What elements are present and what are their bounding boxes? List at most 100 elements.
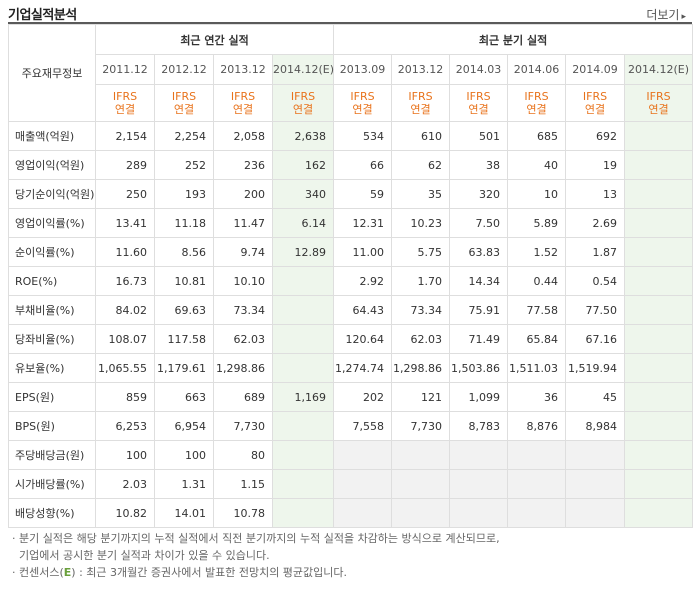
ifrs-text: IFRS — [350, 90, 375, 103]
value-cell: 77.50 — [565, 295, 626, 325]
footnote-2: · 컨센서스(E) : 최근 3개월간 증권사에서 발표한 전망치의 평균값입니… — [12, 566, 348, 579]
value-cell — [624, 469, 694, 499]
value-cell: 62.03 — [391, 324, 451, 354]
value-cell: 1,503.86 — [449, 353, 509, 383]
value-cell: 45 — [565, 382, 626, 412]
period-header: 2014.06 — [507, 54, 567, 85]
value-cell: 7,730 — [391, 411, 451, 441]
value-cell: 40 — [507, 150, 567, 180]
value-cell: 84.02 — [95, 295, 155, 325]
value-cell: 120.64 — [333, 324, 393, 354]
value-cell — [624, 237, 694, 267]
ifrs-text: IFRS — [466, 90, 491, 103]
value-cell — [391, 440, 451, 470]
row-label: ROE(%) — [8, 266, 96, 296]
table-row: 순이익률(%) 11.60 8.56 9.74 12.89 11.00 5.75 63.83 1… — [8, 237, 694, 267]
value-cell: 340 — [271, 179, 335, 209]
value-cell: 10.23 — [391, 208, 451, 238]
value-cell — [271, 411, 335, 441]
period-header: 2013.12 — [391, 54, 451, 85]
value-cell — [333, 440, 393, 470]
value-cell: 100 — [154, 440, 214, 470]
value-cell: 13 — [565, 179, 626, 209]
value-cell: 2.92 — [333, 266, 393, 296]
ifrs-sub-text: 연결 — [352, 103, 373, 116]
footnotes: · 분기 실적은 해당 분기까지의 누적 실적에서 직전 분기까지의 누적 실적… — [12, 530, 500, 581]
ifrs-text: IFRS — [112, 90, 138, 103]
value-cell: 236 — [213, 150, 273, 180]
period-header: 2014.12(E) — [271, 54, 334, 85]
value-cell: 5.89 — [507, 208, 567, 238]
section-title: 기업실적분석 — [8, 8, 77, 23]
value-cell: 1,169 — [271, 382, 335, 412]
value-cell: 859 — [95, 382, 155, 412]
value-cell: 19 — [565, 150, 626, 180]
ifrs-label: IFRS 연결 — [624, 84, 694, 122]
row-label: 부채비율(%) — [8, 295, 96, 325]
ifrs-sub-text: 연결 — [114, 103, 136, 116]
value-cell: 1,065.55 — [95, 353, 155, 383]
value-cell: 692 — [565, 121, 626, 151]
value-cell: 38 — [449, 150, 509, 180]
value-cell — [565, 469, 626, 499]
quarter-group-header: 최근 분기 실적 — [333, 24, 694, 55]
value-cell: 62 — [391, 150, 451, 180]
ifrs-label: IFRS 연결 — [213, 84, 273, 122]
row-label: 영업이익(억원) — [8, 150, 96, 180]
value-cell: 65.84 — [507, 324, 567, 354]
value-cell — [333, 498, 393, 528]
more-link[interactable]: 더보기 ▸ — [646, 6, 686, 23]
value-cell — [624, 266, 694, 296]
period-header: 2014.09 — [565, 54, 626, 85]
value-cell: 7.50 — [449, 208, 509, 238]
ifrs-sub-text: 연결 — [292, 103, 314, 116]
value-cell: 67.16 — [565, 324, 626, 354]
value-cell: 14.01 — [154, 498, 214, 528]
ifrs-text: IFRS — [290, 90, 316, 103]
table-row: 시가배당률(%) 2.03 1.31 1.15 — [8, 469, 694, 499]
value-cell — [624, 179, 694, 209]
ifrs-sub-text: 연결 — [648, 103, 669, 116]
row-label: 당기순이익(억원) — [8, 179, 96, 209]
table-row: 당기순이익(억원) 250 193 200 340 59 35 320 10 13 — [8, 179, 694, 209]
value-cell — [271, 353, 335, 383]
value-cell: 9.74 — [213, 237, 273, 267]
value-cell — [271, 440, 335, 470]
value-cell: 200 — [213, 179, 273, 209]
value-cell: 100 — [95, 440, 155, 470]
value-cell: 12.89 — [271, 237, 335, 267]
value-cell: 11.47 — [213, 208, 273, 238]
value-cell: 73.34 — [213, 295, 273, 325]
ifrs-sub-text: 연결 — [173, 103, 195, 116]
value-cell — [624, 208, 694, 238]
value-cell: 1,519.94 — [565, 353, 626, 383]
value-cell: 69.63 — [154, 295, 214, 325]
value-cell: 10.82 — [95, 498, 155, 528]
value-cell — [624, 498, 694, 528]
ifrs-sub-text: 연결 — [584, 103, 606, 116]
ifrs-label: IFRS 연결 — [449, 84, 509, 122]
title-divider — [8, 22, 692, 24]
value-cell: 1.52 — [507, 237, 567, 267]
value-cell — [624, 382, 694, 412]
row-label: BPS(원) — [8, 411, 96, 441]
value-cell — [624, 295, 694, 325]
value-cell: 289 — [95, 150, 155, 180]
ifrs-text: IFRS — [171, 90, 197, 103]
value-cell: 77.58 — [507, 295, 567, 325]
value-cell: 8,783 — [449, 411, 509, 441]
value-cell — [271, 295, 335, 325]
value-cell: 7,558 — [333, 411, 393, 441]
value-cell: 534 — [333, 121, 393, 151]
table-row: 당좌비율(%) 108.07 117.58 62.03 120.64 62.03 71.49… — [8, 324, 694, 354]
value-cell: 0.54 — [565, 266, 626, 296]
value-cell — [449, 498, 509, 528]
row-label: 순이익률(%) — [8, 237, 96, 267]
table-row: ROE(%) 16.73 10.81 10.10 2.92 1.70 14.34 0.44 0.… — [8, 266, 694, 296]
value-cell: 8,984 — [565, 411, 626, 441]
value-cell: 75.91 — [449, 295, 509, 325]
value-cell: 13.41 — [95, 208, 155, 238]
value-cell: 73.34 — [391, 295, 451, 325]
value-cell: 1.31 — [154, 469, 214, 499]
table-row: 배당성향(%) 10.82 14.01 10.78 — [8, 498, 694, 528]
